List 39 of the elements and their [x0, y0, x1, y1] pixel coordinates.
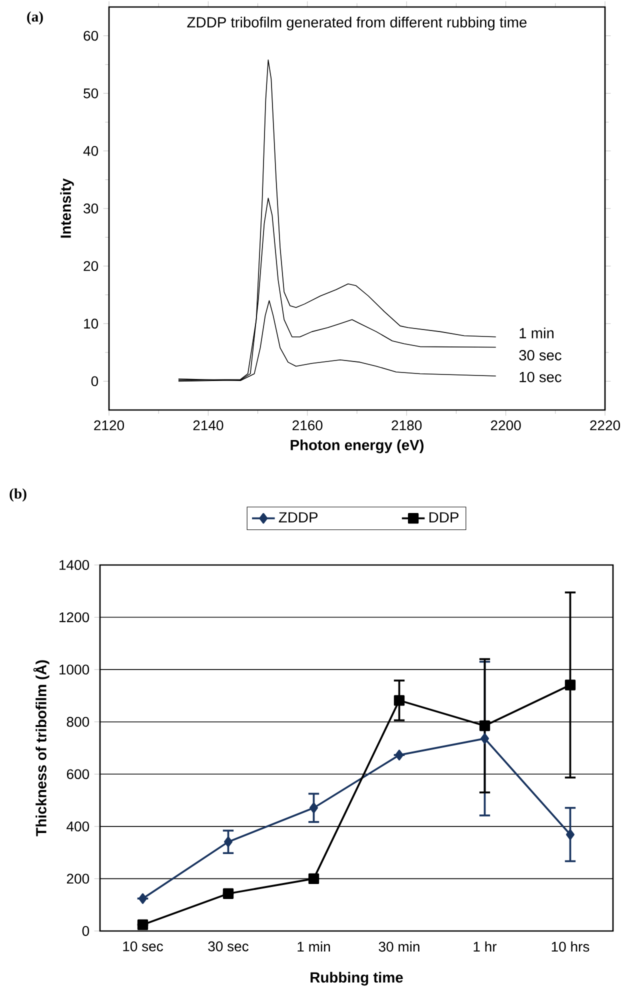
x-tick-label: 30 min: [378, 941, 420, 952]
y-tick-label: 30: [84, 204, 98, 214]
y-tick-label: 0: [91, 376, 98, 386]
x-tick-label: 1 min: [298, 941, 330, 952]
x-tick-label: 2200: [490, 420, 521, 430]
x-tick-label: 2180: [392, 420, 422, 430]
x-tick-label: 1 hr: [474, 941, 497, 952]
x-axis-title: Rubbing time: [310, 972, 403, 986]
legend-label: ZDDP: [278, 512, 318, 522]
y-tick-label: 1000: [60, 664, 90, 675]
x-tick-label: 10 sec: [123, 941, 163, 952]
x-tick-label: 30 sec: [208, 941, 248, 952]
y-tick-label: 400: [66, 821, 90, 832]
x-tick-label: 2140: [193, 420, 224, 430]
y-tick-label: 20: [84, 261, 98, 272]
y-axis-title: Thickness of tribofilm (Å): [33, 660, 50, 836]
y-tick-label: 10: [84, 318, 98, 329]
y-tick-label: 40: [83, 146, 98, 156]
series-label: 10 sec: [520, 372, 562, 382]
text: (b): [10, 488, 26, 502]
y-tick-label: 800: [66, 716, 90, 727]
text: ZDDP tribofilm generated from different rubbing time: [187, 16, 527, 30]
legend-label: DDP: [429, 512, 458, 522]
y-axis-title: Intensity: [60, 178, 74, 238]
text: (a): [27, 11, 43, 25]
series-label: 1 min: [520, 328, 554, 338]
series-label: 30 sec: [519, 350, 562, 360]
y-tick-label: 600: [66, 769, 90, 780]
x-axis-title: Photon energy (eV): [290, 439, 424, 454]
y-tick-label: 1200: [60, 612, 90, 622]
y-tick-label: 60: [84, 30, 98, 41]
x-tick-label: 10 hrs: [552, 941, 590, 952]
y-tick-label: 0: [82, 926, 90, 936]
y-tick-label: 50: [84, 88, 98, 98]
y-tick-label: 1400: [60, 560, 90, 570]
x-tick-label: 2220: [590, 420, 620, 430]
x-tick-label: 2120: [94, 420, 124, 430]
x-tick-label: 2160: [292, 420, 322, 430]
y-tick-label: 200: [66, 874, 90, 884]
